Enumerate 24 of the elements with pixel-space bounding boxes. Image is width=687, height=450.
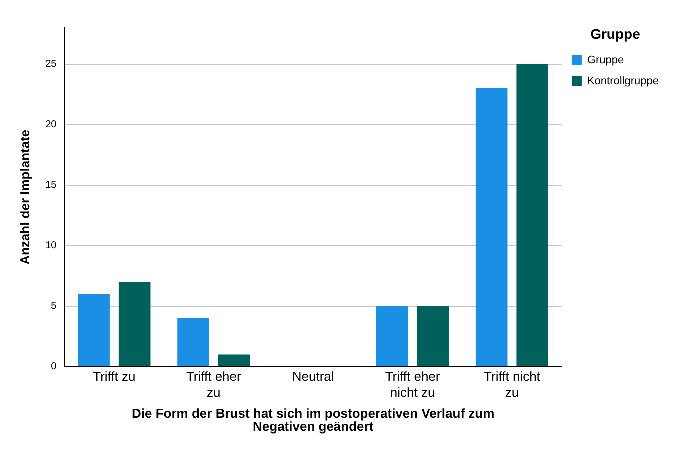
x-tick-label: Trifft eher nicht zu [385,369,441,400]
bar [118,282,151,366]
x-tick-label: Trifft zu [93,369,136,384]
y-tick-label: 25 [46,59,58,70]
bar [178,318,210,366]
bar [376,306,408,366]
legend-label: Kontrollgruppe [587,75,660,88]
bar [476,88,508,366]
x-tick-label: Trifft eher zu [186,369,242,400]
x-tick-label: Trifft nicht zu [484,369,541,400]
x-tick-label: Neutral [292,369,334,384]
y-axis-title: Anzahl der Implantate [17,130,32,265]
y-tick-label: 10 [46,240,58,252]
y-tick-label: 0 [51,362,58,373]
bar [417,306,450,366]
y-tick-label: 15 [46,180,58,192]
y-tick-label: 5 [51,301,58,312]
x-axis-title: Die Form der Brust hat sich im postoperativen Verlauf zum Negativen geändert [132,406,495,434]
bar [218,354,250,366]
y-tick-label: 20 [46,120,58,131]
legend-label: Gruppe [587,54,624,66]
bar [516,64,549,366]
bar [78,294,110,366]
legend-title: Gruppe [590,26,641,42]
